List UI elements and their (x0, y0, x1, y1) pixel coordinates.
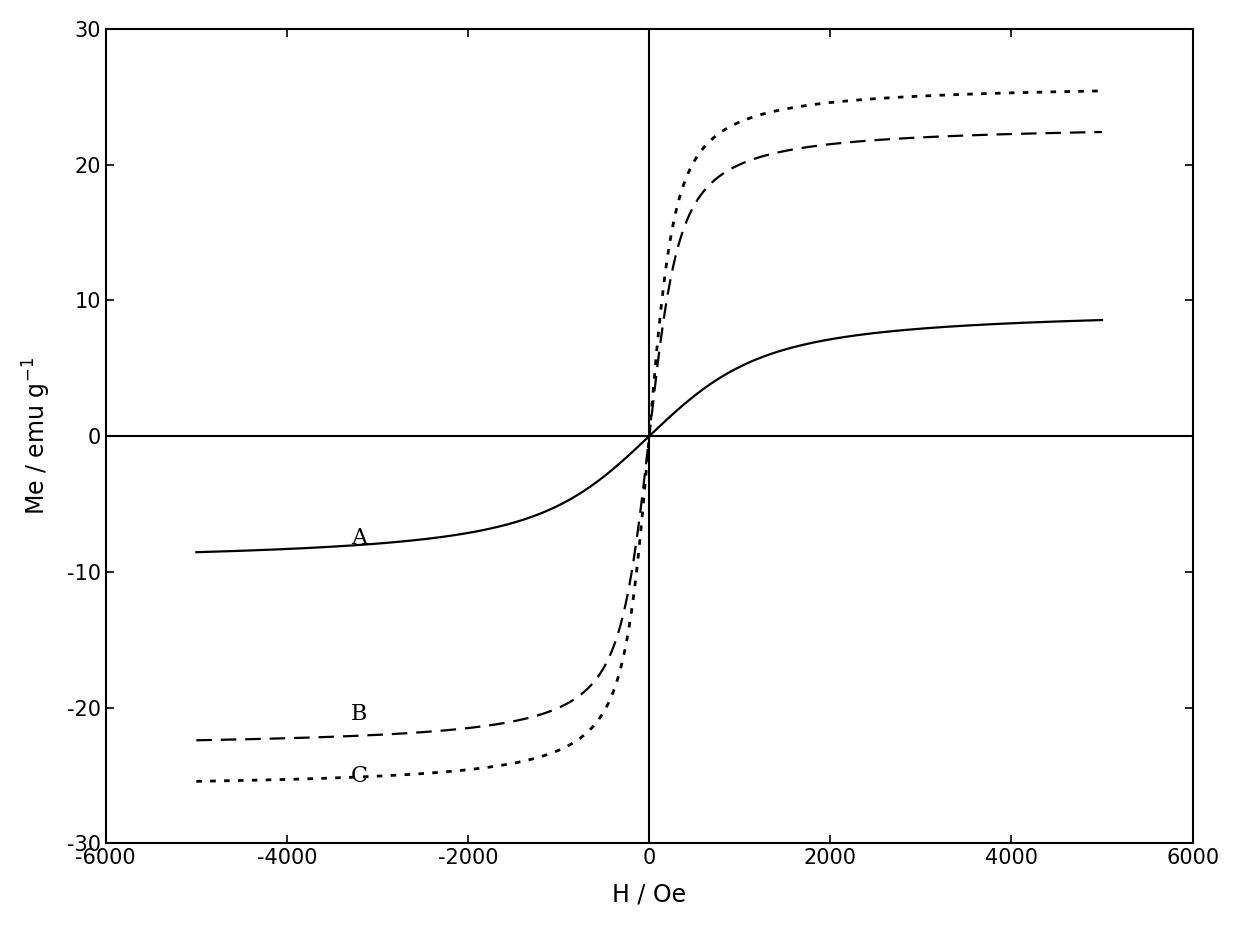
Y-axis label: Me / emu g$^{-1}$: Me / emu g$^{-1}$ (21, 357, 53, 515)
Text: A: A (351, 527, 367, 549)
Text: B: B (351, 704, 367, 726)
X-axis label: H / Oe: H / Oe (613, 883, 686, 907)
Text: C: C (351, 765, 368, 786)
